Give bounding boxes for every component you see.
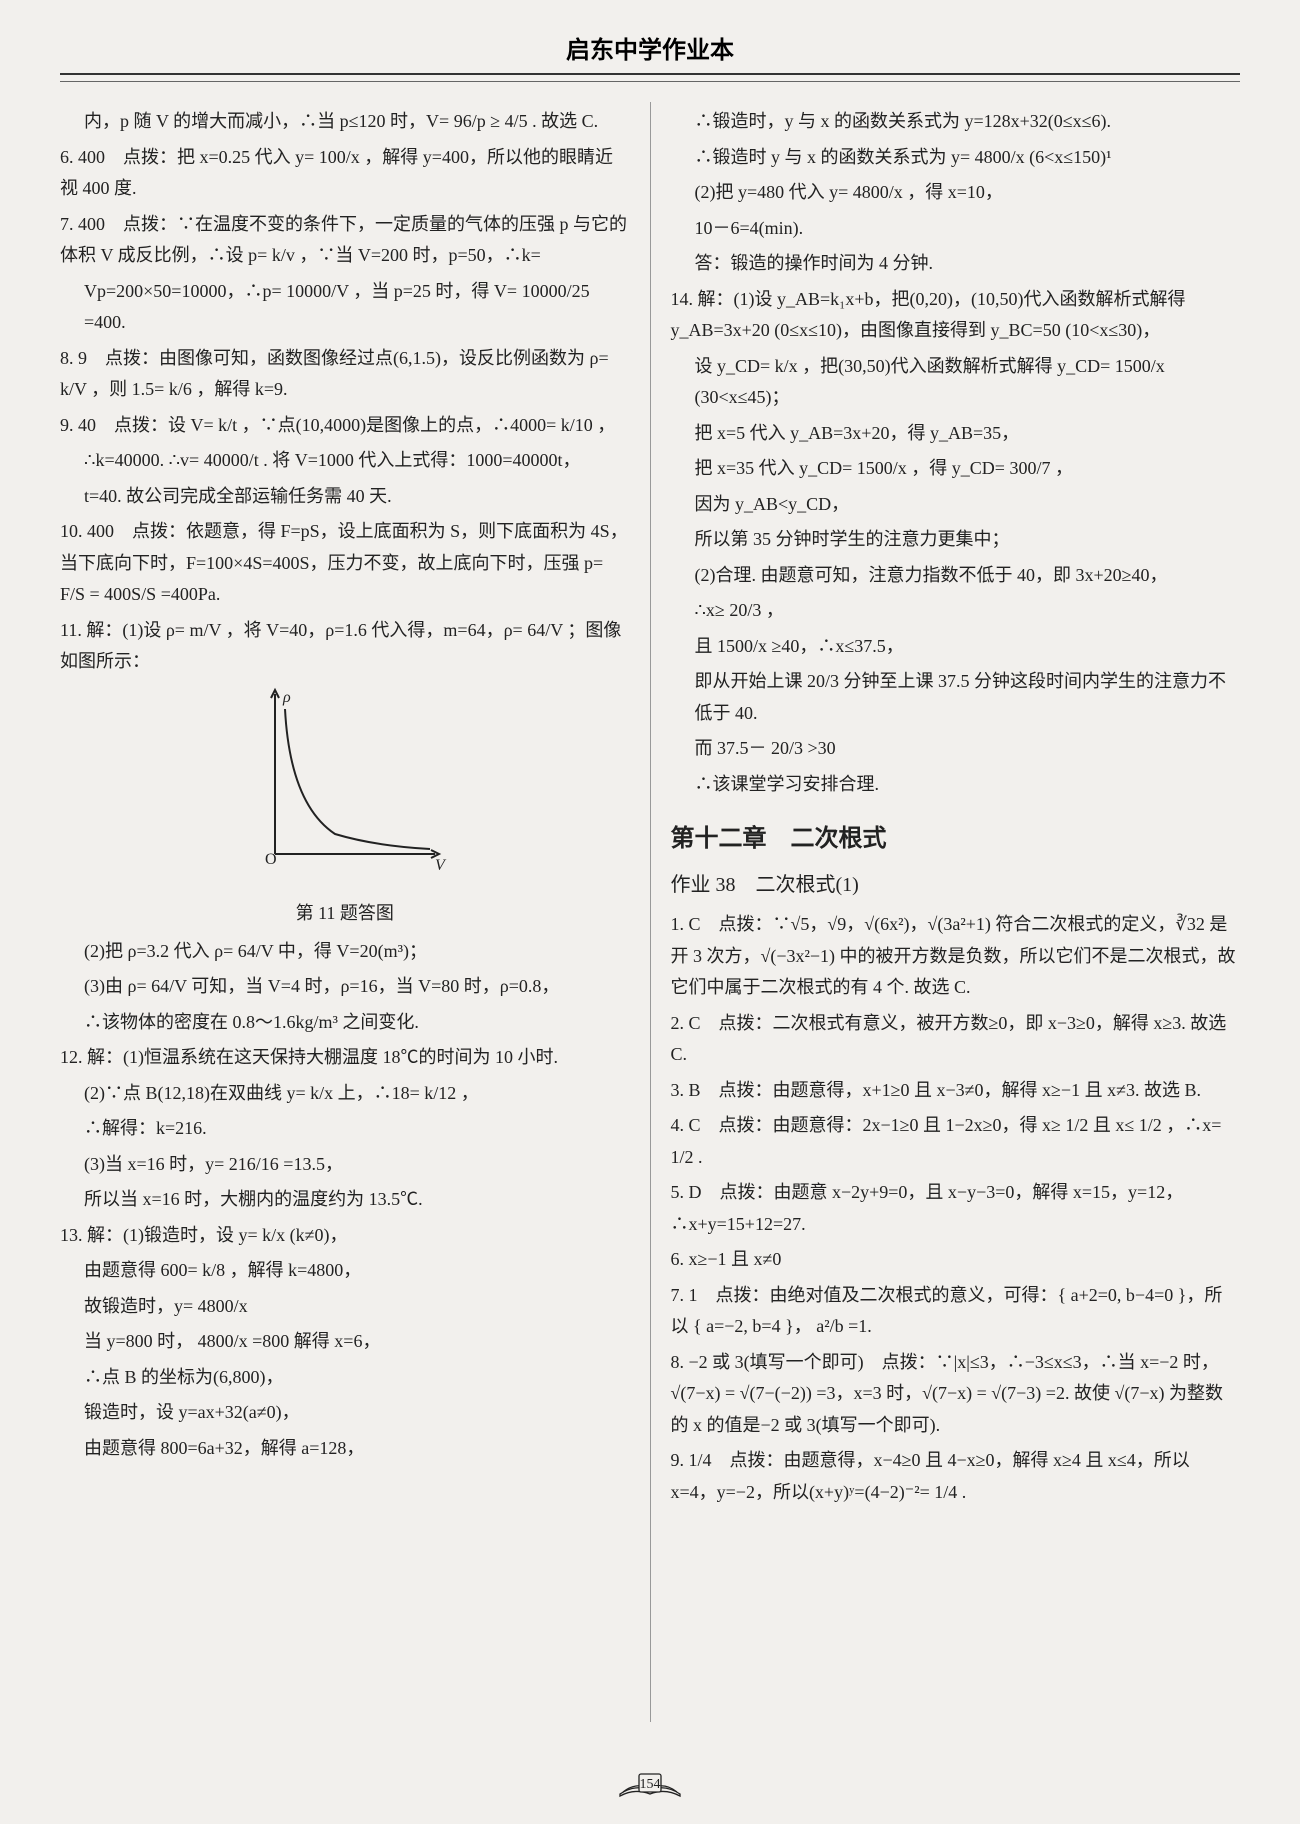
- text-line: (2)把 ρ=3.2 代入 ρ= 64/V 中，得 V=20(m³)；: [60, 936, 630, 968]
- origin-label: O: [265, 851, 277, 868]
- y-axis-label: ρ: [282, 689, 291, 706]
- text-line: 10. 400 点拨：依题意，得 F=pS，设上底面积为 S，则下底面积为 4S…: [60, 516, 630, 611]
- page-title: 启东中学作业本: [60, 30, 1240, 75]
- text-line: 6. 400 点拨：把 x=0.25 代入 y= 100/x ，解得 y=400…: [60, 142, 630, 205]
- text-line: (2)把 y=480 代入 y= 4800/x ，得 x=10，: [670, 177, 1240, 209]
- text-line: 3. B 点拨：由题意得，x+1≥0 且 x−3≠0，解得 x≥−1 且 x≠3…: [670, 1075, 1240, 1107]
- text-line: (2)合理. 由题意可知，注意力指数不低于 40，即 3x+20≥40，: [670, 560, 1240, 592]
- text-line: 7. 400 点拨：∵在温度不变的条件下，一定质量的气体的压强 p 与它的体积 …: [60, 209, 630, 272]
- text-line: 11. 解：(1)设 ρ= m/V ，将 V=40，ρ=1.6 代入得，m=64…: [60, 615, 630, 678]
- text-line: ∴解得：k=216.: [60, 1113, 630, 1145]
- text-line: (2)∵点 B(12,18)在双曲线 y= k/x 上，∴18= k/12 ，: [60, 1078, 630, 1110]
- text-line: 锻造时，设 y=ax+32(a≠0)，: [60, 1397, 630, 1429]
- text-line: 且 1500/x ≥40，∴x≤37.5，: [670, 631, 1240, 663]
- page: 启东中学作业本 内，p 随 V 的增大而减小，∴当 p≤120 时，V= 96/…: [0, 0, 1300, 1824]
- text-line: 即从开始上课 20/3 分钟至上课 37.5 分钟这段时间内学生的注意力不低于 …: [670, 666, 1240, 729]
- text-line: 5. D 点拨：由题意 x−2y+9=0，且 x−y−3=0，解得 x=15，y…: [670, 1177, 1240, 1240]
- text-line: Vp=200×50=10000，∴p= 10000/V ，当 p=25 时，得 …: [60, 276, 630, 339]
- text-line: 9. 1/4 点拨：由题意得，x−4≥0 且 4−x≥0，解得 x≥4 且 x≤…: [670, 1445, 1240, 1508]
- text-line: 把 x=5 代入 y_AB=3x+20，得 y_AB=35，: [670, 418, 1240, 450]
- text-line: (3)由 ρ= 64/V 可知，当 V=4 时，ρ=16，当 V=80 时，ρ=…: [60, 971, 630, 1003]
- text-line: 14. 解：(1)设 y_AB=k₁x+b，把(0,20)，(10,50)代入函…: [670, 284, 1240, 347]
- text-line: 由题意得 600= k/8 ，解得 k=4800，: [60, 1255, 630, 1287]
- text-line: 8. −2 或 3(填写一个即可) 点拨：∵|x|≤3，∴−3≤x≤3，∴当 x…: [670, 1347, 1240, 1442]
- text-line: 答：锻造的操作时间为 4 分钟.: [670, 248, 1240, 280]
- text-line: 6. x≥−1 且 x≠0: [670, 1244, 1240, 1276]
- text-line: ∴锻造时，y 与 x 的函数关系式为 y=128x+32(0≤x≤6).: [670, 106, 1240, 138]
- text-line: 2. C 点拨：二次根式有意义，被开方数≥0，即 x−3≥0，解得 x≥3. 故…: [670, 1008, 1240, 1071]
- text-line: 由题意得 800=6a+32，解得 a=128，: [60, 1433, 630, 1465]
- text-line: 7. 1 点拨：由绝对值及二次根式的意义，可得：{ a+2=0, b−4=0 }…: [670, 1280, 1240, 1343]
- text-line: ∴锻造时 y 与 x 的函数关系式为 y= 4800/x (6<x≤150)¹: [670, 142, 1240, 174]
- subchapter-heading: 作业 38 二次根式(1): [670, 868, 1240, 903]
- column-divider: [650, 102, 651, 1722]
- open-book-icon: 154: [615, 1768, 685, 1806]
- text-line: 4. C 点拨：由题意得：2x−1≥0 且 1−2x≥0，得 x≥ 1/2 且 …: [670, 1110, 1240, 1173]
- curve-plot: O V ρ: [235, 684, 455, 884]
- page-number-footer: 154: [0, 1768, 1300, 1806]
- text-line: 而 37.5－ 20/3 >30: [670, 733, 1240, 765]
- text-line: ∴该课堂学习安排合理.: [670, 769, 1240, 801]
- text-line: t=40. 故公司完成全部运输任务需 40 天.: [60, 481, 630, 513]
- two-column-layout: 内，p 随 V 的增大而减小，∴当 p≤120 时，V= 96/p ≥ 4/5 …: [60, 102, 1240, 1722]
- text-line: 8. 9 点拨：由图像可知，函数图像经过点(6,1.5)，设反比例函数为 ρ= …: [60, 343, 630, 406]
- text-line: 设 y_CD= k/x ，把(30,50)代入函数解析式解得 y_CD= 150…: [670, 351, 1240, 414]
- text-line: 10－6=4(min).: [670, 213, 1240, 245]
- text-line: 因为 y_AB<y_CD，: [670, 489, 1240, 521]
- text-line: 9. 40 点拨：设 V= k/t ，∵点(10,4000)是图像上的点，∴40…: [60, 410, 630, 442]
- text-line: ∴k=40000. ∴v= 40000/t . 将 V=1000 代入上式得：1…: [60, 445, 630, 477]
- left-column: 内，p 随 V 的增大而减小，∴当 p≤120 时，V= 96/p ≥ 4/5 …: [60, 102, 630, 1722]
- text-line: (3)当 x=16 时，y= 216/16 =13.5，: [60, 1149, 630, 1181]
- text-line: 当 y=800 时， 4800/x =800 解得 x=6，: [60, 1326, 630, 1358]
- x-axis-label: V: [435, 857, 447, 874]
- page-number-text: 154: [640, 1777, 661, 1792]
- text-line: ∴点 B 的坐标为(6,800)，: [60, 1362, 630, 1394]
- right-column: ∴锻造时，y 与 x 的函数关系式为 y=128x+32(0≤x≤6). ∴锻造…: [670, 102, 1240, 1722]
- text-line: 故锻造时，y= 4800/x: [60, 1291, 630, 1323]
- text-line: 内，p 随 V 的增大而减小，∴当 p≤120 时，V= 96/p ≥ 4/5 …: [60, 106, 630, 138]
- text-line: 所以当 x=16 时，大棚内的温度约为 13.5℃.: [60, 1184, 630, 1216]
- text-line: 12. 解：(1)恒温系统在这天保持大棚温度 18℃的时间为 10 小时.: [60, 1042, 630, 1074]
- text-line: 13. 解：(1)锻造时，设 y= k/x (k≠0)，: [60, 1220, 630, 1252]
- chapter-heading: 第十二章 二次根式: [670, 818, 1240, 860]
- header-rule: [60, 79, 1240, 82]
- text-line: 1. C 点拨：∵√5，√9，√(6x²)，√(3a²+1) 符合二次根式的定义…: [670, 909, 1240, 1004]
- graph-caption: 第 11 题答图: [60, 898, 630, 930]
- text-line: ∴该物体的密度在 0.8～1.6kg/m³ 之间变化.: [60, 1007, 630, 1039]
- q11-graph: O V ρ: [60, 684, 630, 895]
- text-line: 把 x=35 代入 y_CD= 1500/x ，得 y_CD= 300/7 ，: [670, 453, 1240, 485]
- text-line: ∴x≥ 20/3 ，: [670, 595, 1240, 627]
- text-line: 所以第 35 分钟时学生的注意力更集中；: [670, 524, 1240, 556]
